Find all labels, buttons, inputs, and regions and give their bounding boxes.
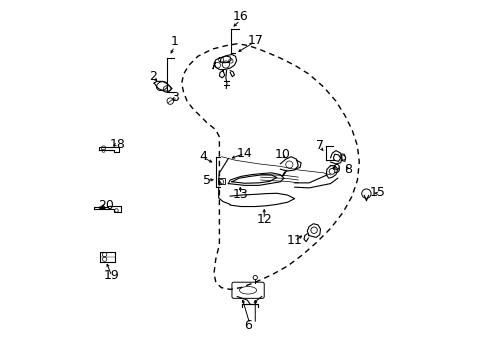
Text: 6: 6 <box>244 319 251 332</box>
Text: 19: 19 <box>104 269 120 282</box>
Bar <box>217 178 224 184</box>
Text: 7: 7 <box>315 139 323 152</box>
Text: 10: 10 <box>274 148 289 161</box>
Text: 9: 9 <box>331 163 339 176</box>
Text: 4: 4 <box>199 150 207 163</box>
Text: 15: 15 <box>368 186 385 199</box>
Text: 8: 8 <box>344 163 352 176</box>
Text: 12: 12 <box>256 213 271 226</box>
Text: 18: 18 <box>109 138 125 150</box>
Text: 17: 17 <box>247 33 263 47</box>
Text: 13: 13 <box>233 188 248 201</box>
Text: 14: 14 <box>236 147 252 159</box>
Text: 1: 1 <box>170 35 178 49</box>
Text: 20: 20 <box>98 199 114 212</box>
Text: 5: 5 <box>203 174 210 186</box>
Text: 2: 2 <box>149 69 157 82</box>
Text: 3: 3 <box>170 91 178 104</box>
Text: 11: 11 <box>286 234 302 247</box>
Text: 16: 16 <box>233 10 248 23</box>
